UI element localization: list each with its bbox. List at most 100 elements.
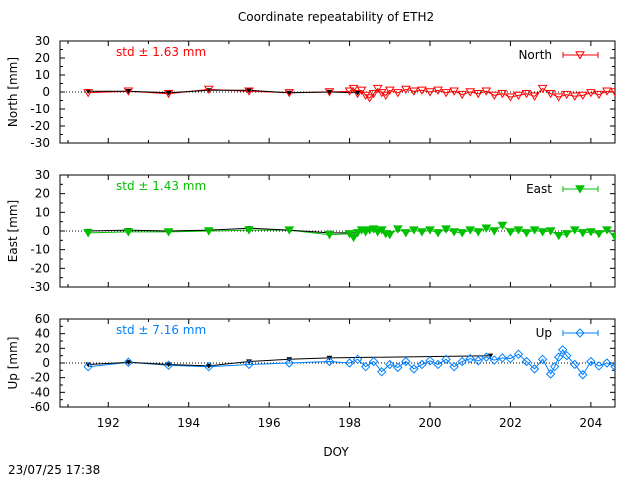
east-data-point xyxy=(425,226,435,235)
up-data-point xyxy=(505,353,516,364)
up-data-point xyxy=(393,362,403,373)
north-data-point xyxy=(368,90,379,99)
up-data-point xyxy=(324,356,335,367)
x-tick-label: 196 xyxy=(258,416,281,430)
up-data-point xyxy=(204,361,214,372)
north-y-axis-label: North [mm] xyxy=(6,57,20,127)
north-data-point xyxy=(409,87,419,96)
north-data-point xyxy=(425,88,435,97)
panels-group: 30 20 10 0 -10 -20 -30 North [mm] std ± 1.63 mm N… xyxy=(6,34,616,430)
north-y-tick-label: -20 xyxy=(30,119,50,133)
north-data-point xyxy=(513,91,524,100)
east-data-point xyxy=(561,230,572,239)
east-data-point xyxy=(505,228,516,237)
east-y-tick-label: 0 xyxy=(42,224,50,238)
up-data-point xyxy=(401,356,411,367)
east-data-point xyxy=(83,229,94,238)
up-y-tick-label: -40 xyxy=(30,385,50,399)
up-data-point xyxy=(433,359,443,370)
up-y-tick-label: -20 xyxy=(30,371,50,385)
north-daily-line xyxy=(88,89,358,94)
chart-title: Coordinate repeatability of ETH2 xyxy=(238,10,434,24)
east-std-label: std ± 1.43 mm xyxy=(116,179,206,193)
east-data-point xyxy=(433,229,443,238)
north-y-tick-label: -10 xyxy=(30,102,50,116)
north-data-point xyxy=(324,88,335,97)
north-data-point xyxy=(569,92,580,101)
north-data-point xyxy=(364,94,375,103)
up-daily-point xyxy=(205,363,212,369)
north-data-point xyxy=(489,91,500,100)
north-data-point xyxy=(356,86,367,95)
north-data-point xyxy=(577,91,588,100)
up-data-point xyxy=(385,359,395,370)
north-data-point xyxy=(521,90,532,99)
east-data-point xyxy=(441,225,451,234)
north-data-point xyxy=(602,87,612,96)
east-data-point xyxy=(449,228,460,237)
north-data-point xyxy=(473,90,484,99)
up-daily-point xyxy=(125,360,132,366)
east-y-tick-label: -30 xyxy=(30,280,50,294)
north-legend-label: North xyxy=(518,48,552,62)
east-data-point xyxy=(284,226,295,235)
north-daily-point xyxy=(246,88,252,94)
up-data-point xyxy=(368,356,379,367)
east-data-point xyxy=(417,228,427,237)
up-data-point xyxy=(83,361,93,372)
north-data-point xyxy=(433,86,443,95)
up-data-point xyxy=(497,353,508,363)
north-data-point xyxy=(497,90,508,99)
east-data-point xyxy=(465,226,476,235)
north-series-line xyxy=(88,87,615,99)
north-y-tick-label: 20 xyxy=(35,51,50,65)
up-legend-label: Up xyxy=(536,326,552,340)
north-daily-point xyxy=(354,90,361,96)
east-data-point xyxy=(348,233,359,243)
north-data-point xyxy=(203,85,214,95)
north-data-point xyxy=(380,91,391,100)
east-data-point xyxy=(521,229,532,238)
north-data-point xyxy=(553,93,564,102)
east-data-point xyxy=(537,228,548,237)
east-y-tick-label: 10 xyxy=(35,205,50,219)
up-y-tick-label: 60 xyxy=(35,312,50,326)
east-data-point xyxy=(489,227,500,236)
east-data-point xyxy=(392,225,403,234)
north-data-point xyxy=(441,89,451,98)
x-tick-label: 204 xyxy=(579,416,602,430)
x-tick-label: 192 xyxy=(97,416,120,430)
north-daily-point xyxy=(326,89,333,95)
east-data-point xyxy=(513,226,524,235)
up-data-point xyxy=(457,356,467,367)
up-data-point xyxy=(360,361,371,372)
up-data-point xyxy=(284,358,294,368)
north-data-point xyxy=(594,90,604,100)
up-data-point xyxy=(558,345,568,355)
up-data-point xyxy=(553,352,564,362)
up-data-point xyxy=(562,350,572,361)
north-data-point xyxy=(244,87,254,96)
east-data-point xyxy=(457,229,468,238)
up-y-tick-label: 20 xyxy=(35,341,50,355)
up-series-line xyxy=(88,348,615,376)
north-std-label: std ± 1.63 mm xyxy=(116,45,206,59)
north-data-point xyxy=(123,87,134,96)
north-data-point xyxy=(585,89,596,98)
up-daily-line xyxy=(88,355,491,367)
east-data-group xyxy=(83,221,615,243)
up-y-tick-label: 0 xyxy=(42,356,50,370)
north-y-tick-label: -30 xyxy=(30,136,50,150)
east-data-point xyxy=(123,228,134,237)
north-data-point xyxy=(348,84,359,94)
up-data-point xyxy=(449,361,459,372)
north-data-point xyxy=(481,87,492,96)
up-daily-point xyxy=(165,362,172,368)
north-data-point xyxy=(384,86,395,95)
north-data-point xyxy=(83,89,94,98)
north-data-point xyxy=(465,88,476,97)
up-data-point xyxy=(344,358,355,368)
